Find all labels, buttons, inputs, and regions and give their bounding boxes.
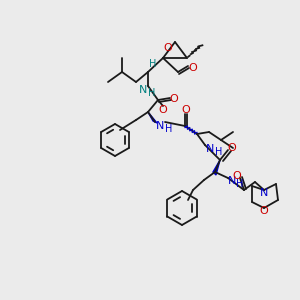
Text: H: H xyxy=(148,88,156,98)
Text: O: O xyxy=(189,63,197,73)
Text: N: N xyxy=(260,188,268,198)
Text: H: H xyxy=(165,124,173,134)
Text: N: N xyxy=(156,121,164,131)
Text: N: N xyxy=(139,85,147,95)
Text: O: O xyxy=(232,171,242,181)
Text: H: H xyxy=(236,179,244,189)
Text: O: O xyxy=(260,206,268,216)
Polygon shape xyxy=(148,112,157,123)
Text: H: H xyxy=(215,147,223,157)
Text: N: N xyxy=(206,144,214,154)
Text: O: O xyxy=(159,105,167,115)
Text: N: N xyxy=(228,176,236,186)
Polygon shape xyxy=(213,160,220,175)
Text: O: O xyxy=(228,143,236,153)
Text: O: O xyxy=(169,94,178,104)
Text: O: O xyxy=(164,43,172,53)
Text: H: H xyxy=(149,59,157,69)
Text: O: O xyxy=(182,105,190,115)
